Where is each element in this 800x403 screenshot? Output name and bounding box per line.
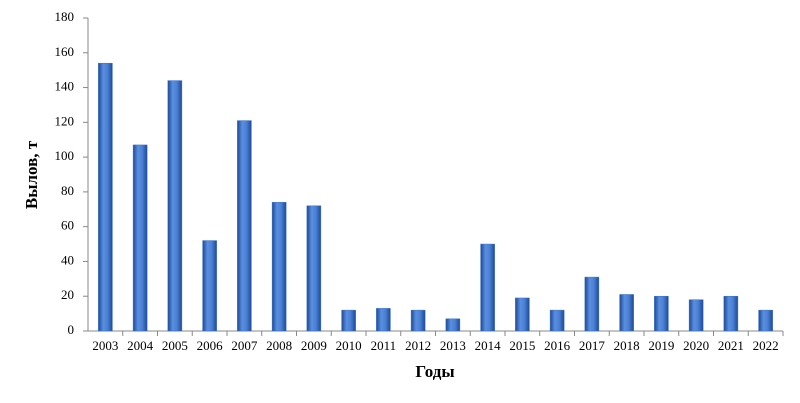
x-tick-label: 2021 [718, 338, 744, 353]
bar [480, 243, 495, 332]
x-tick-label: 2007 [231, 338, 258, 353]
y-tick-label: 100 [55, 148, 75, 163]
y-tick-label: 60 [61, 218, 74, 233]
x-tick-label: 2014 [475, 338, 502, 353]
bar [584, 276, 600, 332]
x-tick-label: 2015 [509, 338, 535, 353]
y-tick-label: 180 [55, 9, 75, 24]
bar [167, 80, 183, 332]
x-tick-label: 2016 [544, 338, 571, 353]
bar [758, 309, 773, 332]
x-tick-label: 2022 [753, 338, 779, 353]
x-tick-label: 2008 [266, 338, 292, 353]
bar [445, 318, 461, 332]
bar [341, 309, 356, 332]
x-tick-label: 2005 [162, 338, 188, 353]
y-tick-label: 0 [68, 322, 75, 337]
x-axis-label: Годы [415, 362, 454, 381]
bar [410, 309, 426, 332]
bar [132, 144, 148, 332]
x-tick-label: 2018 [614, 338, 640, 353]
bar [515, 297, 530, 332]
bar [619, 294, 634, 332]
x-tick-label: 2010 [336, 338, 362, 353]
x-tick-label: 2020 [683, 338, 709, 353]
x-tick-label: 2003 [92, 338, 118, 353]
x-tick-label: 2012 [405, 338, 431, 353]
y-axis-label: Вылов, т [22, 140, 41, 209]
bar [237, 120, 252, 332]
x-tick-label: 2013 [440, 338, 466, 353]
bar [654, 295, 669, 332]
bar [723, 295, 739, 332]
bar [202, 240, 217, 332]
x-tick-label: 2009 [301, 338, 327, 353]
bar [376, 308, 391, 332]
bar [98, 62, 113, 332]
x-tick-label: 2006 [197, 338, 224, 353]
y-tick-label: 120 [55, 113, 75, 128]
y-tick-label: 160 [55, 44, 75, 59]
y-tick-label: 40 [61, 252, 74, 267]
bar [549, 309, 565, 332]
bar [688, 299, 704, 332]
x-tick-label: 2004 [127, 338, 154, 353]
y-tick-label: 20 [61, 287, 74, 302]
bar [271, 202, 287, 332]
bar [306, 205, 322, 332]
x-tick-label: 2011 [371, 338, 397, 353]
y-tick-label: 80 [61, 183, 74, 198]
x-tick-label: 2017 [579, 338, 606, 353]
x-tick-label: 2019 [648, 338, 674, 353]
y-tick-label: 140 [55, 79, 75, 94]
